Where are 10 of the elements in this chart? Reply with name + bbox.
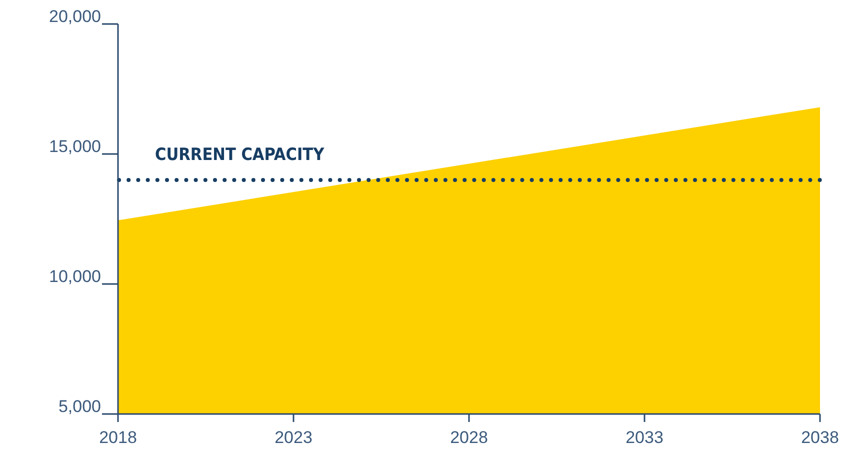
x-tick-label: 2033 <box>626 428 664 447</box>
y-tick-label: 5,000 <box>58 397 101 416</box>
y-tick-label: 10,000 <box>49 267 101 286</box>
x-tick-label: 2023 <box>274 428 312 447</box>
ref-line-label: CURRENT CAPACITY <box>155 145 326 165</box>
x-tick-label: 2038 <box>801 428 839 447</box>
y-tick-label: 20,000 <box>49 7 101 26</box>
x-tick-label: 2028 <box>450 428 488 447</box>
x-tick-label: 2018 <box>99 428 137 447</box>
y-tick-label: 15,000 <box>49 137 101 156</box>
